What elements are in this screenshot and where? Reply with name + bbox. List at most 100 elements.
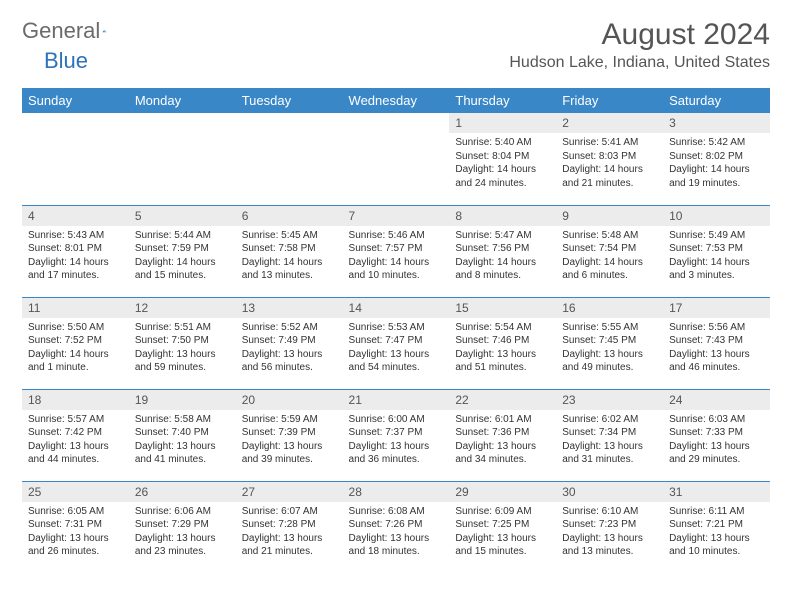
day-header-row: Sunday Monday Tuesday Wednesday Thursday… — [22, 88, 770, 113]
calendar-cell: 25Sunrise: 6:05 AMSunset: 7:31 PMDayligh… — [22, 481, 129, 573]
day-number-empty — [236, 113, 343, 131]
day-details: Sunrise: 6:05 AMSunset: 7:31 PMDaylight:… — [22, 502, 129, 563]
sunset-line: Sunset: 7:56 PM — [455, 242, 550, 256]
day-details: Sunrise: 5:41 AMSunset: 8:03 PMDaylight:… — [556, 133, 663, 194]
sunset-line: Sunset: 7:25 PM — [455, 518, 550, 532]
sunset-line: Sunset: 7:26 PM — [349, 518, 444, 532]
calendar-cell: 20Sunrise: 5:59 AMSunset: 7:39 PMDayligh… — [236, 389, 343, 481]
day-number: 12 — [129, 298, 236, 318]
day-details: Sunrise: 5:55 AMSunset: 7:45 PMDaylight:… — [556, 318, 663, 379]
sunset-line: Sunset: 7:21 PM — [669, 518, 764, 532]
day-number: 24 — [663, 390, 770, 410]
calendar-cell: 22Sunrise: 6:01 AMSunset: 7:36 PMDayligh… — [449, 389, 556, 481]
day-details: Sunrise: 5:43 AMSunset: 8:01 PMDaylight:… — [22, 226, 129, 287]
daylight-line: Daylight: 13 hours and 15 minutes. — [455, 532, 550, 559]
daylight-line: Daylight: 14 hours and 21 minutes. — [562, 163, 657, 190]
day-number: 25 — [22, 482, 129, 502]
sunrise-line: Sunrise: 5:56 AM — [669, 321, 764, 335]
day-header: Friday — [556, 88, 663, 113]
day-number: 20 — [236, 390, 343, 410]
daylight-line: Daylight: 14 hours and 13 minutes. — [242, 256, 337, 283]
day-header: Saturday — [663, 88, 770, 113]
day-number-empty — [129, 113, 236, 131]
day-number: 27 — [236, 482, 343, 502]
sunrise-line: Sunrise: 5:41 AM — [562, 136, 657, 150]
calendar-cell: 5Sunrise: 5:44 AMSunset: 7:59 PMDaylight… — [129, 205, 236, 297]
calendar-cell: 29 Sunrise: 6:09 AMSunset: 7:25 PMDayligh… — [449, 481, 556, 573]
day-number: 15 — [449, 298, 556, 318]
day-details: Sunrise: 5:59 AMSunset: 7:39 PMDaylight:… — [236, 410, 343, 471]
calendar-cell: 12Sunrise: 5:51 AMSunset: 7:50 PMDayligh… — [129, 297, 236, 389]
sunrise-line: Sunrise: 5:52 AM — [242, 321, 337, 335]
sunset-line: Sunset: 7:50 PM — [135, 334, 230, 348]
sunset-line: Sunset: 8:01 PM — [28, 242, 123, 256]
sunrise-line: Sunrise: 5:54 AM — [455, 321, 550, 335]
calendar-cell: 26Sunrise: 6:06 AMSunset: 7:29 PMDayligh… — [129, 481, 236, 573]
sunrise-line: Sunrise: 5:53 AM — [349, 321, 444, 335]
calendar-week-row: 18Sunrise: 5:57 AMSunset: 7:42 PMDayligh… — [22, 389, 770, 481]
sunset-line: Sunset: 7:42 PM — [28, 426, 123, 440]
day-number: 8 — [449, 206, 556, 226]
logo-text-blue: Blue — [44, 48, 88, 74]
daylight-line: Daylight: 13 hours and 51 minutes. — [455, 348, 550, 375]
sunrise-line: Sunrise: 6:00 AM — [349, 413, 444, 427]
logo: General — [22, 18, 126, 44]
sunrise-line: Sunrise: 6:07 AM — [242, 505, 337, 519]
sunrise-line: Sunrise: 5:44 AM — [135, 229, 230, 243]
day-details: Sunrise: 5:46 AMSunset: 7:57 PMDaylight:… — [343, 226, 450, 287]
sunset-line: Sunset: 7:57 PM — [349, 242, 444, 256]
day-number-empty — [343, 113, 450, 131]
daylight-line: Daylight: 13 hours and 49 minutes. — [562, 348, 657, 375]
day-details: Sunrise: 6:03 AMSunset: 7:33 PMDaylight:… — [663, 410, 770, 471]
daylight-line: Daylight: 13 hours and 54 minutes. — [349, 348, 444, 375]
day-number: 21 — [343, 390, 450, 410]
sunset-line: Sunset: 7:49 PM — [242, 334, 337, 348]
sunrise-line: Sunrise: 6:02 AM — [562, 413, 657, 427]
sunset-line: Sunset: 8:03 PM — [562, 150, 657, 164]
sunrise-line: Sunrise: 5:51 AM — [135, 321, 230, 335]
day-number: 26 — [129, 482, 236, 502]
day-number: 30 — [556, 482, 663, 502]
calendar-cell — [22, 113, 129, 205]
sunset-line: Sunset: 8:04 PM — [455, 150, 550, 164]
day-number: 28 — [343, 482, 450, 502]
day-details: Sunrise: 6:10 AMSunset: 7:23 PMDaylight:… — [556, 502, 663, 563]
day-number-empty — [22, 113, 129, 131]
daylight-line: Daylight: 13 hours and 13 minutes. — [562, 532, 657, 559]
sunrise-line: Sunrise: 5:59 AM — [242, 413, 337, 427]
day-details: Sunrise: 5:54 AMSunset: 7:46 PMDaylight:… — [449, 318, 556, 379]
daylight-line: Daylight: 13 hours and 31 minutes. — [562, 440, 657, 467]
calendar-cell: 21Sunrise: 6:00 AMSunset: 7:37 PMDayligh… — [343, 389, 450, 481]
day-header: Tuesday — [236, 88, 343, 113]
sunrise-line: Sunrise: 5:57 AM — [28, 413, 123, 427]
sunset-line: Sunset: 7:40 PM — [135, 426, 230, 440]
calendar-cell: 16Sunrise: 5:55 AMSunset: 7:45 PMDayligh… — [556, 297, 663, 389]
calendar-table: Sunday Monday Tuesday Wednesday Thursday… — [22, 88, 770, 573]
daylight-line: Daylight: 13 hours and 44 minutes. — [28, 440, 123, 467]
day-number: 31 — [663, 482, 770, 502]
calendar-cell: 15Sunrise: 5:54 AMSunset: 7:46 PMDayligh… — [449, 297, 556, 389]
daylight-line: Daylight: 14 hours and 8 minutes. — [455, 256, 550, 283]
day-details: Sunrise: 5:52 AMSunset: 7:49 PMDaylight:… — [236, 318, 343, 379]
calendar-cell — [236, 113, 343, 205]
day-details: Sunrise: 6:00 AMSunset: 7:37 PMDaylight:… — [343, 410, 450, 471]
day-number: 22 — [449, 390, 556, 410]
sunset-line: Sunset: 7:34 PM — [562, 426, 657, 440]
daylight-line: Daylight: 14 hours and 24 minutes. — [455, 163, 550, 190]
day-number: 29 — [449, 482, 556, 502]
day-number: 16 — [556, 298, 663, 318]
sunrise-line: Sunrise: 6:09 AM — [455, 505, 550, 519]
day-details: Sunrise: 5:40 AMSunset: 8:04 PMDaylight:… — [449, 133, 556, 194]
calendar-cell: 2Sunrise: 5:41 AMSunset: 8:03 PMDaylight… — [556, 113, 663, 205]
day-number: 4 — [22, 206, 129, 226]
calendar-cell: 8Sunrise: 5:47 AMSunset: 7:56 PMDaylight… — [449, 205, 556, 297]
calendar-cell: 4Sunrise: 5:43 AMSunset: 8:01 PMDaylight… — [22, 205, 129, 297]
sunset-line: Sunset: 7:43 PM — [669, 334, 764, 348]
day-details: Sunrise: 6:11 AMSunset: 7:21 PMDaylight:… — [663, 502, 770, 563]
daylight-line: Daylight: 13 hours and 29 minutes. — [669, 440, 764, 467]
calendar-cell: 17Sunrise: 5:56 AMSunset: 7:43 PMDayligh… — [663, 297, 770, 389]
sunset-line: Sunset: 7:52 PM — [28, 334, 123, 348]
sunrise-line: Sunrise: 5:55 AM — [562, 321, 657, 335]
day-number: 6 — [236, 206, 343, 226]
calendar-cell: 11Sunrise: 5:50 AMSunset: 7:52 PMDayligh… — [22, 297, 129, 389]
